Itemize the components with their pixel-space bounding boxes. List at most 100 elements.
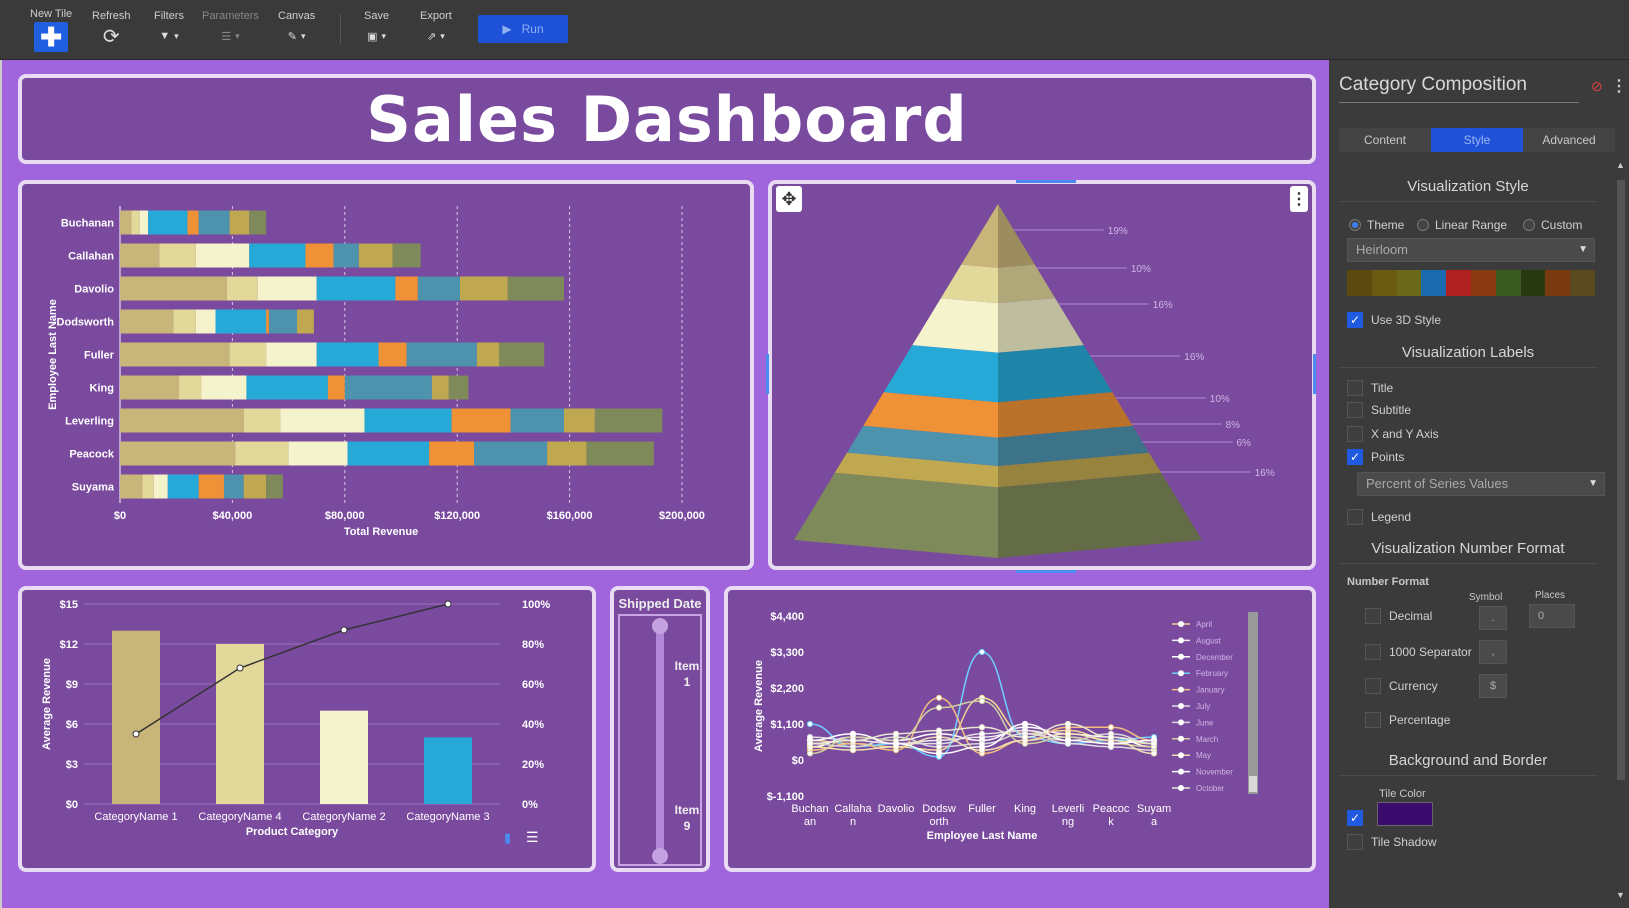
pyramid-layer[interactable] xyxy=(998,204,1035,268)
legend-scrollbar[interactable] xyxy=(1248,612,1258,794)
bar-segment[interactable] xyxy=(507,276,564,301)
separator-checkbox[interactable]: 1000 Separator xyxy=(1365,644,1472,660)
legend-entry[interactable]: December xyxy=(1196,653,1233,662)
pareto-point[interactable] xyxy=(236,664,244,672)
legend-entry[interactable]: April xyxy=(1196,620,1212,629)
line-chart-tile[interactable]: $-1,100 $0 $1,100 $2,200 $3,300 $4,400 Buchan a… xyxy=(724,586,1316,872)
decimal-checkbox[interactable]: Decimal xyxy=(1365,608,1432,624)
bar-segment[interactable] xyxy=(257,276,317,301)
legend-entry[interactable]: July xyxy=(1196,702,1210,711)
run-button[interactable]: ▶ Run xyxy=(478,15,568,43)
tab-content[interactable]: Content xyxy=(1363,133,1407,147)
slider-tile[interactable]: Shipped Date Item 1 Item 9 xyxy=(610,586,710,872)
export-button[interactable]: Export ⇗ ▾ xyxy=(420,10,452,46)
bar-segment[interactable] xyxy=(139,210,149,235)
bar-segment[interactable] xyxy=(594,408,663,433)
currency-checkbox[interactable]: Currency xyxy=(1365,678,1438,694)
bar-segment[interactable] xyxy=(167,474,199,499)
legend-entry[interactable]: March xyxy=(1196,735,1218,744)
xy-axis-checkbox[interactable]: X and Y Axis xyxy=(1347,426,1439,442)
bar-segment[interactable] xyxy=(249,243,306,268)
bar-segment[interactable] xyxy=(474,441,548,466)
pyramid-layer[interactable] xyxy=(834,452,998,488)
series-point[interactable] xyxy=(1064,737,1072,744)
more-options-icon[interactable]: ⋮ xyxy=(1290,186,1308,212)
tab-style[interactable]: Style xyxy=(1431,128,1523,152)
series-point[interactable] xyxy=(1021,720,1029,728)
pyramid-layer[interactable] xyxy=(998,452,1162,488)
series-point[interactable] xyxy=(935,750,943,757)
series-point[interactable] xyxy=(978,743,986,751)
bar-segment[interactable] xyxy=(266,309,269,334)
series-point[interactable] xyxy=(1107,733,1115,741)
legend-checkbox[interactable]: Legend xyxy=(1347,509,1411,525)
bar-segment[interactable] xyxy=(547,441,587,466)
bar-segment[interactable] xyxy=(120,408,244,433)
series-point[interactable] xyxy=(978,648,986,656)
bar-segment[interactable] xyxy=(187,210,199,235)
series-point[interactable] xyxy=(935,704,943,711)
series-point[interactable] xyxy=(935,694,943,701)
pyramid-layer[interactable] xyxy=(998,472,1202,558)
legend-entry[interactable]: February xyxy=(1196,669,1228,678)
scroll-up-icon[interactable]: ▲ xyxy=(1616,160,1625,170)
radio-theme[interactable]: Theme xyxy=(1349,218,1404,232)
bar-segment[interactable] xyxy=(120,210,132,235)
pareto-point[interactable] xyxy=(340,626,348,634)
pyramid-layer[interactable] xyxy=(794,472,998,558)
legend-entry[interactable]: June xyxy=(1196,718,1214,727)
pyramid-layer[interactable] xyxy=(961,204,998,268)
series-point[interactable] xyxy=(1150,740,1158,747)
bar-segment[interactable] xyxy=(195,309,216,334)
bar-segment[interactable] xyxy=(142,474,154,499)
bar-segment[interactable] xyxy=(429,441,475,466)
bar-segment[interactable] xyxy=(431,375,449,400)
legend-scroll-thumb[interactable] xyxy=(1249,776,1257,792)
series-point[interactable] xyxy=(806,750,814,757)
bar-segment[interactable] xyxy=(333,243,359,268)
series-point[interactable] xyxy=(935,743,943,751)
bar-segment[interactable] xyxy=(460,276,508,301)
column-chart-tile[interactable]: $0 0% $3 20% $6 40% $9 60% $12 80% $15 100% Category… xyxy=(18,586,596,872)
currency-symbol-input[interactable]: $ xyxy=(1479,674,1507,698)
bar-segment[interactable] xyxy=(476,342,500,367)
bar-segment[interactable] xyxy=(120,309,174,334)
decimal-symbol-input[interactable]: . xyxy=(1479,606,1507,630)
bar-segment[interactable] xyxy=(120,474,143,499)
bar-segment[interactable] xyxy=(316,276,396,301)
resize-handle-right[interactable] xyxy=(1313,354,1316,394)
pyramid-layer[interactable] xyxy=(883,345,998,403)
eye-off-icon[interactable]: ⊘ xyxy=(1591,78,1603,94)
list-icon[interactable]: ☰ xyxy=(526,829,539,845)
bar-segment[interactable] xyxy=(229,342,267,367)
bar-chart-icon[interactable]: ▮ xyxy=(504,830,511,845)
legend-entry[interactable]: January xyxy=(1196,686,1224,695)
bar-chart-tile[interactable]: $0 $40,000 $80,000 $120,000 $160,000 $200,000… xyxy=(18,180,754,570)
bar-segment[interactable] xyxy=(280,408,365,433)
series-point[interactable] xyxy=(806,740,814,747)
series-point[interactable] xyxy=(1107,724,1115,731)
bar-segment[interactable] xyxy=(327,375,345,400)
bar-segment[interactable] xyxy=(344,375,432,400)
pyramid-layer[interactable] xyxy=(998,425,1149,466)
bar-segment[interactable] xyxy=(131,210,140,235)
bar-segment[interactable] xyxy=(159,243,196,268)
radio-custom[interactable]: Custom xyxy=(1523,218,1582,232)
pyramid-layer[interactable] xyxy=(998,345,1113,403)
bar-segment[interactable] xyxy=(586,441,654,466)
series-point[interactable] xyxy=(935,727,943,734)
pyramid-layer[interactable] xyxy=(998,298,1084,353)
pyramid-layer[interactable] xyxy=(912,298,998,353)
save-button[interactable]: Save ▣ ▾ xyxy=(364,10,389,46)
bar-segment[interactable] xyxy=(120,441,236,466)
title-tile[interactable]: Sales Dashboard xyxy=(18,74,1316,164)
column-bar[interactable] xyxy=(424,737,472,804)
tile-color-checkbox[interactable]: ✓ xyxy=(1347,810,1363,826)
series-point[interactable] xyxy=(1064,730,1072,737)
bar-segment[interactable] xyxy=(297,309,314,334)
bar-segment[interactable] xyxy=(201,375,247,400)
bar-segment[interactable] xyxy=(305,243,334,268)
pyramid-layer[interactable] xyxy=(847,425,998,466)
series-point[interactable] xyxy=(849,747,857,754)
panel-more-icon[interactable]: ⋮ xyxy=(1611,78,1627,95)
